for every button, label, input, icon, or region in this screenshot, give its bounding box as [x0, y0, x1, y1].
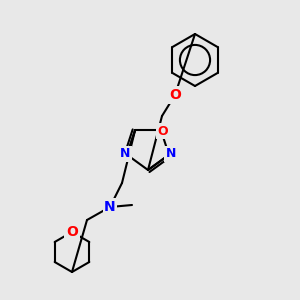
Text: N: N [104, 200, 116, 214]
Text: N: N [166, 147, 176, 160]
Text: O: O [169, 88, 181, 102]
Text: N: N [120, 147, 130, 160]
Text: O: O [66, 225, 78, 239]
Text: O: O [158, 125, 168, 138]
